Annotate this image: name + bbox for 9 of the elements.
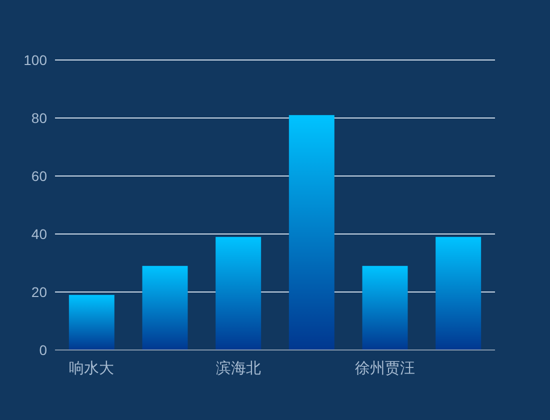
y-tick-label: 80: [31, 110, 48, 126]
y-tick-label: 60: [31, 168, 48, 184]
x-tick-label: 滨海北: [216, 360, 261, 377]
y-tick-label: 40: [31, 226, 48, 242]
x-tick-label: 徐州贾汪: [355, 360, 415, 377]
y-tick-label: 20: [31, 284, 48, 300]
y-tick-label: 0: [39, 342, 48, 358]
x-tick-label: 响水大: [69, 360, 114, 377]
y-tick-label: 100: [24, 52, 48, 68]
